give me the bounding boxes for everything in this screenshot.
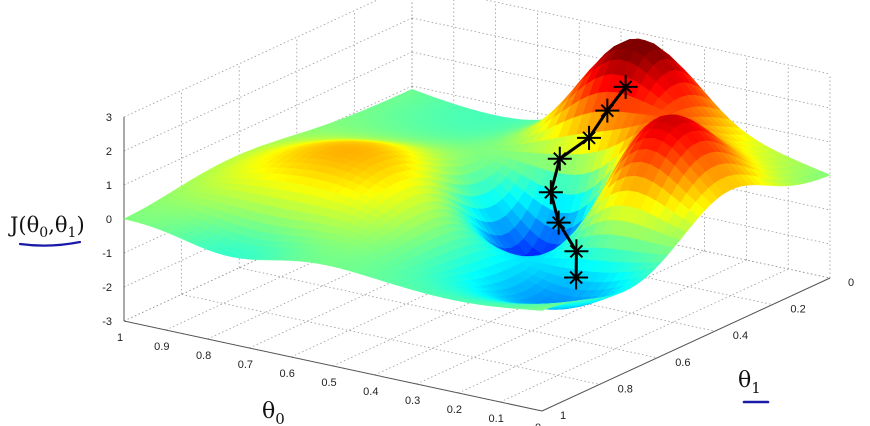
z-label-underline	[18, 240, 82, 247]
cost-surface	[123, 38, 831, 311]
x-tick-label: 0.6	[280, 368, 295, 380]
x-tick-label: 0.2	[447, 404, 462, 416]
grid-line	[411, 119, 831, 211]
grid-line	[500, 268, 789, 403]
grid-line	[411, 153, 831, 245]
z-axis-label: J(θ0,θ1)	[8, 213, 85, 241]
descent-step-marker	[577, 125, 602, 150]
grid-line	[416, 250, 705, 385]
grid-line	[123, 17, 413, 152]
x-tick-label: 0.4	[363, 386, 378, 398]
y-tick-label: 0	[848, 277, 854, 289]
grid-line	[411, 17, 831, 109]
grid-line	[123, 0, 379, 118]
descent-step-marker	[547, 146, 572, 171]
z-tick-label: 1	[106, 180, 112, 192]
y-tick-label: 0.8	[618, 383, 633, 395]
x-tick-label: 0.7	[238, 359, 253, 371]
x-tick-label: 0	[535, 422, 541, 426]
descent-step-marker	[564, 239, 589, 264]
y-tick-label: 0.6	[675, 357, 690, 369]
y-axis-label: θ1	[738, 368, 761, 397]
y-tick-label: 0.4	[733, 330, 748, 342]
axis-edge	[541, 277, 831, 412]
x-tick-label: 0.8	[196, 350, 211, 362]
tick-labels: 3 2 1 0 -1 -2 -3 1 0.9 0.8 0.7 0.6 0.5 0.4 0.3 0.2 0.1 0 0…	[102, 112, 854, 426]
grid-line	[411, 187, 831, 279]
z-tick-label: 3	[106, 112, 112, 124]
grid-line	[354, 214, 773, 305]
descent-step-marker	[564, 265, 589, 290]
x-axis-label: θ0	[262, 399, 285, 426]
x-tick-label: 0.3	[405, 395, 420, 407]
descent-step-marker	[546, 210, 571, 235]
z-tick-label: 0	[106, 214, 112, 226]
axis-edge	[123, 320, 543, 412]
x-tick-label: 0.5	[321, 377, 336, 389]
grid-line	[181, 294, 600, 385]
z-tick-label: -2	[102, 282, 112, 294]
x-tick-label: 1	[117, 332, 123, 344]
x-tick-label: 0.9	[154, 341, 169, 353]
grid-line	[458, 259, 747, 394]
z-tick-label: -3	[102, 316, 112, 328]
grid-line	[123, 51, 413, 186]
descent-step-marker	[595, 98, 620, 123]
y-tick-label: 1	[560, 410, 566, 422]
grid-line	[239, 267, 658, 359]
descent-step-marker	[613, 74, 638, 99]
grid-line	[296, 240, 715, 332]
descent-path-line	[549, 85, 627, 278]
descent-step-marker	[538, 180, 563, 205]
z-tick-label: 2	[106, 146, 112, 158]
x-tick-label: 0.1	[489, 413, 504, 425]
gradient-descent-path	[538, 74, 638, 290]
grid-line	[411, 51, 831, 143]
y-tick-label: 0.2	[790, 304, 805, 316]
grid-line	[484, 0, 831, 75]
surface-patch	[532, 307, 549, 311]
z-tick-label: -1	[102, 248, 112, 260]
